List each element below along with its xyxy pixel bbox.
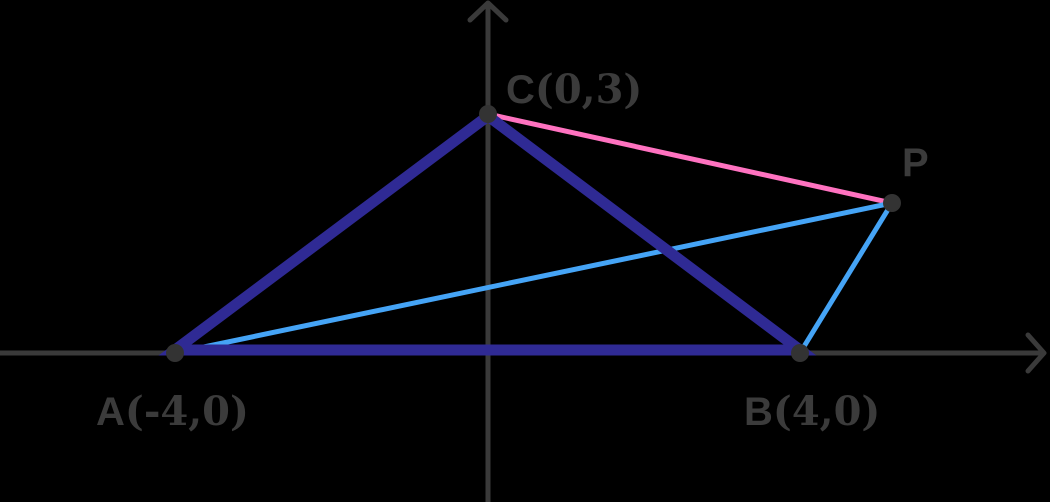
label-p-letter: P — [902, 141, 929, 185]
segment-cp — [487, 111, 893, 206]
triangle-abc — [158, 109, 817, 356]
segment-ap — [174, 200, 893, 356]
label-b-coords: (4,0) — [772, 388, 881, 435]
y-axis-arrow-icon — [467, 0, 509, 23]
x-axis-arrow-icon — [1025, 332, 1047, 374]
point-a — [166, 344, 184, 362]
segment-bp — [797, 201, 895, 355]
label-a: A(-4,0) — [96, 390, 249, 434]
label-c: C(0,3) — [506, 68, 642, 112]
label-b: B(4,0) — [744, 390, 880, 434]
point-p — [883, 194, 901, 212]
label-c-letter: C — [506, 68, 535, 112]
label-a-letter: A — [96, 390, 125, 434]
label-a-coords: (-4,0) — [124, 388, 249, 435]
label-c-coords: (0,3) — [534, 66, 643, 113]
point-b — [791, 344, 809, 362]
label-p: P — [902, 143, 929, 183]
point-c — [479, 105, 497, 123]
label-b-letter: B — [744, 390, 773, 434]
